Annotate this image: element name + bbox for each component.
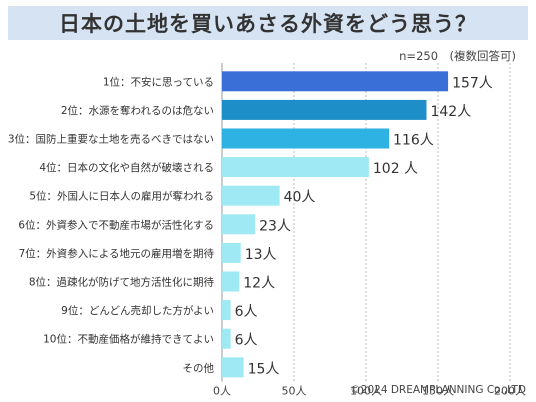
category-label: 1位：不安に思っている <box>103 75 214 88</box>
data-label: 13人 <box>245 247 277 263</box>
bar <box>222 185 280 206</box>
x-tick-label: 150人 <box>422 385 454 398</box>
bar <box>222 357 244 378</box>
x-tick-label: 0人 <box>213 385 231 398</box>
category-label: 6位：外資参入で不動産市場が活性化する <box>18 218 214 231</box>
x-tick-label: 100人 <box>350 385 382 398</box>
x-tick-label: 50人 <box>282 385 307 398</box>
bar <box>222 71 449 92</box>
chart-title: 日本の土地を買いあさる外資をどう思う？ <box>59 12 477 36</box>
category-label: 5位：外国人に日本人の雇用が奪われる <box>29 190 214 203</box>
data-label: 102 人 <box>373 161 418 177</box>
category-label: 4位：日本の文化や自然が破壊される <box>39 161 214 174</box>
data-label: 116人 <box>393 133 434 149</box>
data-label: 6人 <box>235 304 258 320</box>
category-label: 8位：過疎化が防げて地方活性化に期待 <box>29 276 215 289</box>
sample-note: n=250 (複数回答可) <box>399 49 516 63</box>
data-label: 15人 <box>248 361 280 377</box>
copyright: ©2024 DREAMPLANNING Co.,LTD <box>350 384 526 396</box>
category-label: 7位：外資参入による地元の雇用増を期待 <box>19 247 215 260</box>
data-label: 6人 <box>235 333 258 349</box>
category-label: 2位：水源を奪われるのは危ない <box>61 104 214 117</box>
bar <box>222 157 369 178</box>
bar <box>222 99 427 120</box>
x-tick-label: 200人 <box>494 385 526 398</box>
bar <box>222 242 241 263</box>
bar <box>222 300 231 321</box>
chart-title-bar: 日本の土地を買いあさる外資をどう思う？ <box>8 6 528 40</box>
bar <box>222 328 231 349</box>
bar <box>222 271 240 292</box>
category-label: 3位：国防上重要な土地を売るべきではない <box>8 133 214 146</box>
bar <box>222 128 390 149</box>
data-label: 157人 <box>452 75 493 91</box>
data-label: 142人 <box>430 104 471 120</box>
bar <box>222 214 256 235</box>
category-label: 10位：不動産価格が維持できてよい <box>43 333 214 346</box>
data-label: 23人 <box>259 218 291 234</box>
data-label: 40人 <box>284 190 316 206</box>
data-label: 12人 <box>243 276 275 292</box>
category-label: その他 <box>183 361 215 374</box>
category-label: 9位：どんどん売却した方がよい <box>61 304 214 317</box>
